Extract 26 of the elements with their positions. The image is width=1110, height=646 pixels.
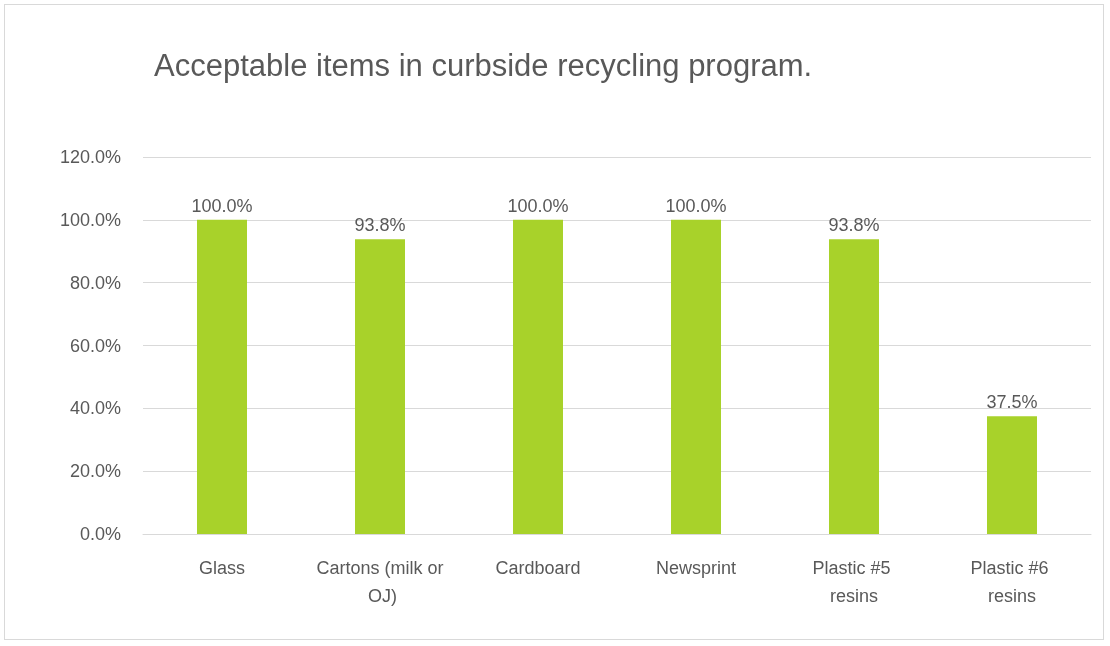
data-label: 100.0% bbox=[191, 195, 253, 216]
y-tick-label: 60.0% bbox=[69, 335, 121, 356]
x-tick-label: Cardboard bbox=[495, 558, 581, 578]
y-tick-label: 120.0% bbox=[59, 147, 121, 167]
data-label: 37.5% bbox=[986, 392, 1038, 413]
chart-title: Acceptable items in curbside recycling program. bbox=[154, 48, 813, 83]
bar bbox=[671, 219, 721, 534]
data-label: 93.8% bbox=[828, 215, 880, 236]
y-tick-label: 40.0% bbox=[69, 398, 121, 419]
y-tick-label: 80.0% bbox=[69, 272, 121, 293]
x-tick-label: Newsprint bbox=[655, 558, 737, 578]
data-label: 100.0% bbox=[507, 195, 569, 216]
x-tick-label: Glass bbox=[198, 558, 246, 578]
bar bbox=[355, 239, 405, 534]
data-label: 93.8% bbox=[354, 215, 406, 236]
bar bbox=[513, 219, 563, 534]
x-tick-label: Plastic #6 resins bbox=[970, 558, 1054, 606]
data-label: 100.0% bbox=[665, 195, 727, 216]
bar bbox=[197, 219, 247, 534]
y-tick-label: 100.0% bbox=[59, 209, 121, 230]
x-tick-label: Plastic #5 resins bbox=[812, 558, 896, 606]
y-tick-label: 20.0% bbox=[69, 461, 121, 482]
bar bbox=[829, 239, 879, 534]
y-tick-label: 0.0% bbox=[79, 524, 121, 544]
x-tick-label: Cartons (milk or OJ) bbox=[316, 558, 444, 606]
bar bbox=[987, 416, 1037, 534]
